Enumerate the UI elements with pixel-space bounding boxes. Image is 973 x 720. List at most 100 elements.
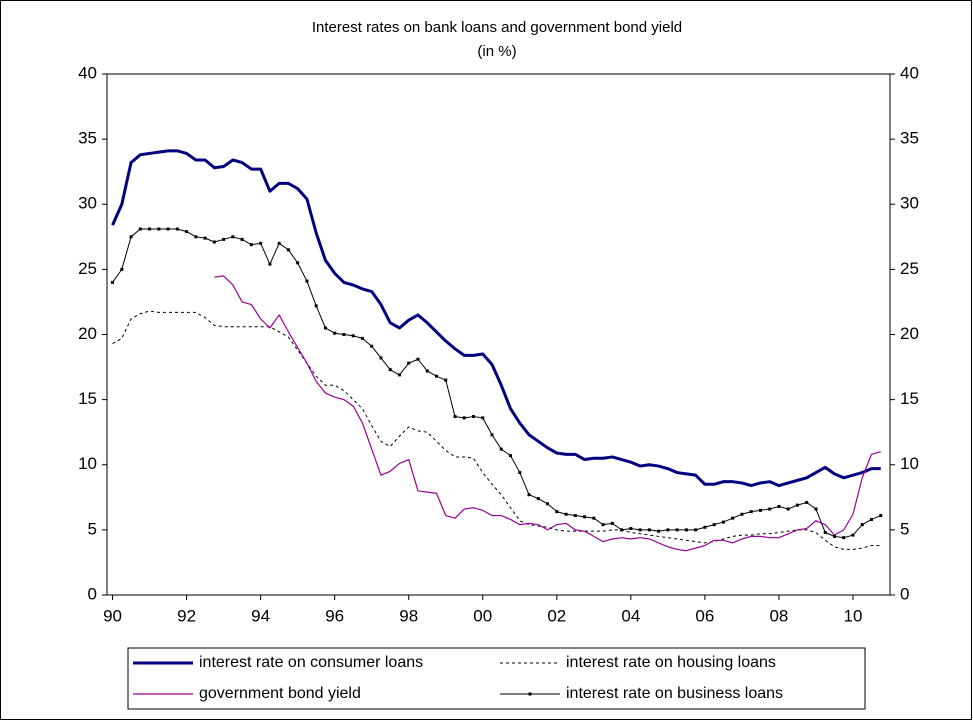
y-tick-label: 40: [78, 63, 97, 82]
series-marker: [333, 331, 337, 335]
series-marker: [397, 373, 401, 377]
series-marker: [786, 507, 790, 511]
series-marker: [314, 304, 318, 308]
series-marker: [638, 528, 642, 532]
series-line: [112, 228, 881, 539]
series-marker: [277, 241, 281, 245]
series-marker: [259, 241, 263, 245]
series-marker: [231, 235, 235, 239]
series-marker: [185, 230, 189, 234]
series-marker: [869, 517, 873, 521]
series-marker: [583, 515, 587, 519]
x-tick-label: 92: [177, 606, 196, 625]
series-marker: [481, 416, 485, 420]
series-marker: [842, 536, 846, 540]
series-marker: [564, 512, 568, 516]
series-marker: [666, 528, 670, 532]
y-tick-label: 0: [88, 584, 97, 603]
legend-marker: [528, 692, 532, 696]
series-marker: [647, 528, 651, 532]
chart-subtitle: (in %): [477, 43, 516, 60]
series-marker: [203, 236, 207, 240]
y2-tick-label: 35: [900, 129, 919, 148]
y-tick-label: 15: [78, 389, 97, 408]
x-tick-label: 96: [325, 606, 344, 625]
series-marker: [795, 503, 799, 507]
x-tick-label: 94: [251, 606, 270, 625]
series-line: [112, 310, 881, 550]
series-marker: [342, 333, 346, 336]
series-marker: [360, 336, 364, 340]
y-tick-label: 35: [78, 129, 97, 148]
series-marker: [286, 248, 290, 252]
series-marker: [323, 326, 327, 330]
y-tick-label: 25: [78, 259, 97, 278]
series-marker: [749, 510, 753, 514]
series-marker: [305, 279, 309, 283]
series-marker: [379, 356, 383, 360]
series-marker: [138, 227, 142, 231]
series-marker: [832, 534, 836, 538]
chart-title: Interest rates on bank loans and governm…: [312, 19, 682, 36]
y-tick-label: 10: [78, 454, 97, 473]
y2-tick-label: 30: [900, 194, 919, 213]
y2-tick-label: 40: [900, 63, 919, 82]
series-marker: [805, 501, 809, 505]
series-marker: [740, 512, 744, 516]
series-marker: [472, 415, 476, 419]
x-tick-label: 10: [844, 606, 863, 625]
series-marker: [111, 280, 115, 284]
y2-tick-label: 5: [900, 519, 909, 538]
series-marker: [527, 493, 531, 497]
series-marker: [684, 528, 688, 532]
x-tick-label: 90: [103, 606, 122, 625]
series-marker: [657, 529, 661, 533]
series-marker: [823, 530, 827, 534]
x-tick-label: 00: [473, 606, 492, 625]
series-marker: [499, 447, 503, 451]
x-tick-label: 08: [769, 606, 788, 625]
legend-label: government bond yield: [199, 685, 361, 702]
series-marker: [879, 514, 883, 518]
series-marker: [629, 527, 633, 531]
series-marker: [148, 227, 152, 231]
series-marker: [370, 344, 374, 348]
x-tick-label: 98: [399, 606, 418, 625]
series-marker: [546, 502, 550, 506]
x-tick-label: 04: [621, 606, 640, 625]
series-marker: [240, 237, 244, 241]
series-marker: [620, 528, 624, 532]
y2-tick-label: 0: [900, 584, 909, 603]
series-marker: [768, 507, 772, 511]
series-marker: [601, 523, 605, 527]
series-marker: [610, 521, 614, 525]
y-tick-label: 5: [88, 519, 97, 538]
series-marker: [555, 510, 559, 514]
x-tick-label: 02: [547, 606, 566, 625]
series-marker: [860, 523, 864, 527]
series-marker: [194, 235, 198, 239]
series-marker: [536, 497, 540, 501]
series-marker: [388, 368, 392, 372]
series-marker: [249, 243, 253, 247]
series-marker: [721, 520, 725, 524]
series-marker: [592, 516, 596, 520]
series-line: [214, 275, 881, 552]
y2-tick-label: 20: [900, 324, 919, 343]
series-marker: [712, 523, 716, 527]
series-marker: [434, 374, 438, 378]
x-tick-label: 06: [695, 606, 714, 625]
series-marker: [675, 528, 679, 532]
series-marker: [120, 267, 124, 271]
series-marker: [222, 237, 226, 241]
series-marker: [296, 261, 300, 265]
series-marker: [462, 416, 466, 420]
series-marker: [758, 508, 762, 512]
legend-label: interest rate on housing loans: [566, 654, 776, 671]
y-tick-label: 30: [78, 194, 97, 213]
series-line: [111, 149, 881, 488]
series-marker: [129, 235, 133, 239]
series-marker: [407, 361, 411, 365]
